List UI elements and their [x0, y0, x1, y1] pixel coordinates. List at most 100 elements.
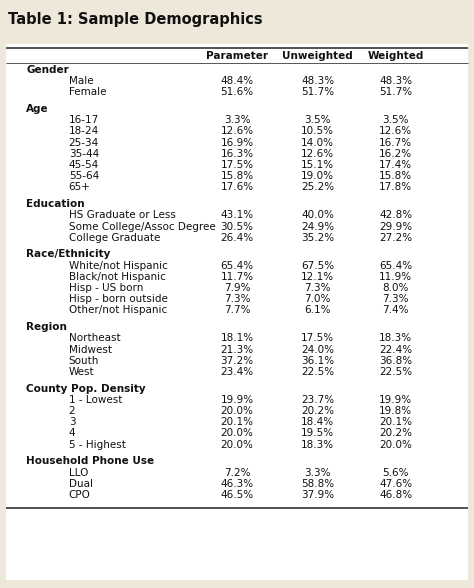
Text: Weighted: Weighted	[368, 51, 424, 61]
Text: 19.9%: 19.9%	[220, 395, 254, 405]
Text: 20.0%: 20.0%	[379, 440, 412, 450]
Text: 20.2%: 20.2%	[301, 406, 334, 416]
Text: 15.1%: 15.1%	[301, 160, 334, 170]
Text: 48.4%: 48.4%	[220, 76, 254, 86]
Text: 12.1%: 12.1%	[301, 272, 334, 282]
Text: 67.5%: 67.5%	[301, 260, 334, 270]
Text: 6.1%: 6.1%	[304, 306, 331, 316]
Text: 25-34: 25-34	[69, 138, 99, 148]
Text: 7.3%: 7.3%	[224, 295, 250, 305]
Text: 12.6%: 12.6%	[379, 126, 412, 136]
Text: 36.1%: 36.1%	[301, 356, 334, 366]
Text: 7.4%: 7.4%	[383, 306, 409, 316]
Text: Male: Male	[69, 76, 93, 86]
Text: 37.2%: 37.2%	[220, 356, 254, 366]
Text: 18.3%: 18.3%	[379, 333, 412, 343]
Text: 7.9%: 7.9%	[224, 283, 250, 293]
Text: 42.8%: 42.8%	[379, 211, 412, 220]
Text: 26.4%: 26.4%	[220, 233, 254, 243]
Text: 1 - Lowest: 1 - Lowest	[69, 395, 122, 405]
Text: 20.0%: 20.0%	[220, 440, 254, 450]
Text: 16.2%: 16.2%	[379, 149, 412, 159]
Text: 35.2%: 35.2%	[301, 233, 334, 243]
Text: 18.4%: 18.4%	[301, 417, 334, 427]
Text: 25.2%: 25.2%	[301, 182, 334, 192]
Text: 23.7%: 23.7%	[301, 395, 334, 405]
Text: HS Graduate or Less: HS Graduate or Less	[69, 211, 175, 220]
Text: 19.9%: 19.9%	[379, 395, 412, 405]
Text: 20.0%: 20.0%	[220, 429, 254, 439]
Text: 3: 3	[69, 417, 75, 427]
Text: 11.7%: 11.7%	[220, 272, 254, 282]
Text: 7.7%: 7.7%	[224, 306, 250, 316]
Text: 51.7%: 51.7%	[379, 88, 412, 98]
Text: Gender: Gender	[26, 65, 69, 75]
Text: 37.9%: 37.9%	[301, 490, 334, 500]
Text: 17.5%: 17.5%	[301, 333, 334, 343]
Text: 35-44: 35-44	[69, 149, 99, 159]
Text: 8.0%: 8.0%	[383, 283, 409, 293]
Text: 7.3%: 7.3%	[304, 283, 331, 293]
Text: 20.1%: 20.1%	[379, 417, 412, 427]
Text: 12.6%: 12.6%	[220, 126, 254, 136]
Text: 65.4%: 65.4%	[220, 260, 254, 270]
Text: 46.3%: 46.3%	[220, 479, 254, 489]
Text: 12.6%: 12.6%	[301, 149, 334, 159]
Text: 30.5%: 30.5%	[220, 222, 254, 232]
Text: 7.0%: 7.0%	[304, 295, 331, 305]
Text: 40.0%: 40.0%	[301, 211, 334, 220]
Text: 19.0%: 19.0%	[301, 171, 334, 181]
Text: Northeast: Northeast	[69, 333, 120, 343]
Text: County Pop. Density: County Pop. Density	[26, 384, 146, 394]
Text: 17.5%: 17.5%	[220, 160, 254, 170]
Text: Hisp - born outside: Hisp - born outside	[69, 295, 168, 305]
Text: Race/Ethnicity: Race/Ethnicity	[26, 249, 110, 259]
Text: Black/not Hispanic: Black/not Hispanic	[69, 272, 165, 282]
Text: 29.9%: 29.9%	[379, 222, 412, 232]
Text: 3.3%: 3.3%	[224, 115, 250, 125]
Text: White/not Hispanic: White/not Hispanic	[69, 260, 168, 270]
Text: 20.0%: 20.0%	[220, 406, 254, 416]
Text: College Graduate: College Graduate	[69, 233, 160, 243]
Text: 43.1%: 43.1%	[220, 211, 254, 220]
Text: 17.6%: 17.6%	[220, 182, 254, 192]
Text: 7.3%: 7.3%	[383, 295, 409, 305]
Text: 51.6%: 51.6%	[220, 88, 254, 98]
Text: Dual: Dual	[69, 479, 93, 489]
Text: 46.5%: 46.5%	[220, 490, 254, 500]
Text: 4: 4	[69, 429, 75, 439]
Text: 15.8%: 15.8%	[220, 171, 254, 181]
Text: 15.8%: 15.8%	[379, 171, 412, 181]
Text: Female: Female	[69, 88, 106, 98]
Text: West: West	[69, 367, 94, 377]
Text: Household Phone Use: Household Phone Use	[26, 456, 154, 466]
Text: 16.3%: 16.3%	[220, 149, 254, 159]
Text: 65+: 65+	[69, 182, 91, 192]
Text: 48.3%: 48.3%	[379, 76, 412, 86]
Text: Education: Education	[26, 199, 85, 209]
Text: 19.5%: 19.5%	[301, 429, 334, 439]
Text: 16.7%: 16.7%	[379, 138, 412, 148]
Text: 3.5%: 3.5%	[383, 115, 409, 125]
Text: 19.8%: 19.8%	[379, 406, 412, 416]
Text: 45-54: 45-54	[69, 160, 99, 170]
Text: 17.4%: 17.4%	[379, 160, 412, 170]
Text: 5.6%: 5.6%	[383, 467, 409, 477]
Text: 36.8%: 36.8%	[379, 356, 412, 366]
Text: 27.2%: 27.2%	[379, 233, 412, 243]
Text: Age: Age	[26, 104, 49, 114]
Text: 18.3%: 18.3%	[301, 440, 334, 450]
Text: 22.5%: 22.5%	[379, 367, 412, 377]
Text: Region: Region	[26, 322, 67, 332]
Text: 20.2%: 20.2%	[379, 429, 412, 439]
Text: 16-17: 16-17	[69, 115, 99, 125]
Text: 24.9%: 24.9%	[301, 222, 334, 232]
Text: Unweighted: Unweighted	[282, 51, 353, 61]
Text: 16.9%: 16.9%	[220, 138, 254, 148]
Text: LLO: LLO	[69, 467, 88, 477]
Text: 55-64: 55-64	[69, 171, 99, 181]
Text: 18-24: 18-24	[69, 126, 99, 136]
Text: 21.3%: 21.3%	[220, 345, 254, 355]
Text: 7.2%: 7.2%	[224, 467, 250, 477]
Text: 5 - Highest: 5 - Highest	[69, 440, 126, 450]
